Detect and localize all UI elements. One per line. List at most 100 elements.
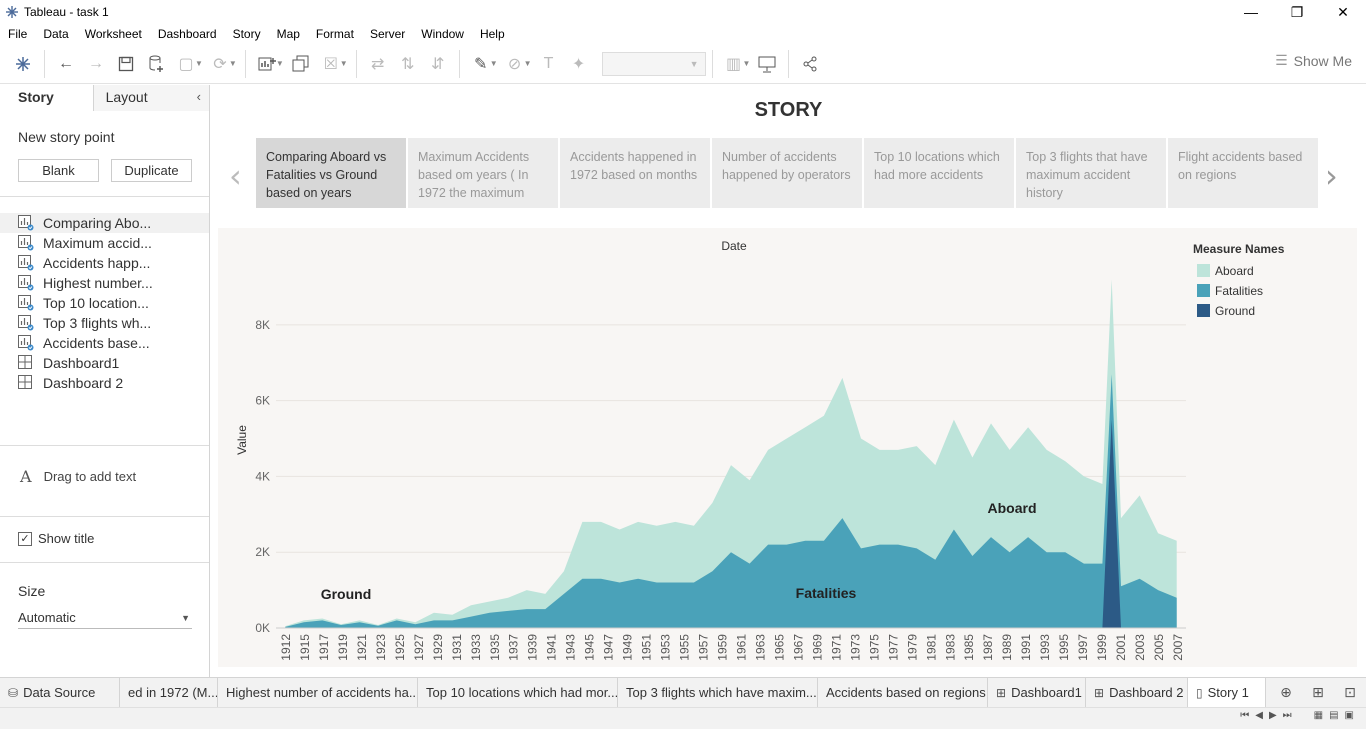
show-sheet-sorter-icon[interactable]: ▤ <box>1329 710 1339 721</box>
swap-rows-columns-icon[interactable]: ⇄ <box>370 55 385 73</box>
refresh-icon[interactable]: ⟳ <box>213 55 227 73</box>
story-sheet-item[interactable]: Comparing Abo... <box>0 213 209 233</box>
previous-sheet-icon[interactable]: ◀ <box>1255 710 1263 721</box>
share-icon[interactable] <box>795 49 825 79</box>
annotation-aboard[interactable]: Aboard <box>988 500 1037 516</box>
first-sheet-icon[interactable]: ⏮ <box>1240 710 1250 721</box>
story-point-tab[interactable]: Accidents happened in 1972 based on mont… <box>560 138 710 208</box>
story-sheet-item[interactable]: Accidents base... <box>0 333 209 353</box>
new-data-source-icon[interactable] <box>141 49 171 79</box>
clear-sheet-icon[interactable]: ☒ <box>323 55 338 73</box>
story-sheet-item[interactable]: Accidents happ... <box>0 253 209 273</box>
sheet-tab[interactable]: ⛁ Data Source <box>0 677 120 708</box>
x-tick-label: 1925 <box>393 634 407 661</box>
menu-map[interactable]: Map <box>276 27 300 41</box>
story-point-tab[interactable]: Flight accidents based on regions <box>1168 138 1318 208</box>
sort-ascending-icon[interactable]: ⇅ <box>400 55 415 73</box>
legend-item-label[interactable]: Ground <box>1215 304 1255 318</box>
menu-window[interactable]: Window <box>421 27 464 41</box>
tab-story[interactable]: Story <box>0 85 93 111</box>
show-me-button[interactable]: ☰ Show Me <box>1275 52 1352 69</box>
maximize-button[interactable]: ❐ <box>1290 3 1304 20</box>
undo-icon[interactable]: ← <box>58 54 74 72</box>
show-title-checkbox[interactable]: ✓ Show title <box>0 531 209 546</box>
story-point-tab[interactable]: Maximum Accidents based om years ( In 19… <box>408 138 558 208</box>
sheet-tab[interactable]: Accidents based on regions <box>818 677 988 708</box>
menu-story[interactable]: Story <box>232 27 261 41</box>
legend-item-label[interactable]: Fatalities <box>1215 284 1263 298</box>
x-tick-label: 1975 <box>867 634 881 661</box>
sheet-tab[interactable]: Top 10 locations which had mor... <box>418 677 618 708</box>
sheet-tab-label: Top 3 flights which have maxim... <box>626 684 817 700</box>
story-point-tab[interactable]: Top 3 flights that have maximum accident… <box>1016 138 1166 208</box>
menu-dashboard[interactable]: Dashboard <box>157 27 217 41</box>
sheet-tab[interactable]: Top 3 flights which have maxim... <box>618 677 818 708</box>
pause-updates-icon[interactable]: ▢ <box>178 55 194 73</box>
new-worksheet-icon[interactable] <box>252 49 282 79</box>
presentation-mode-icon[interactable] <box>752 49 782 79</box>
show-cards-icon[interactable]: ▥ <box>725 55 742 73</box>
story-left-pane: Story Layout ‹ New story point Blank Dup… <box>0 85 210 677</box>
save-icon[interactable] <box>111 49 141 79</box>
next-story-point-icon[interactable]: › <box>1325 157 1338 195</box>
legend-swatch[interactable] <box>1197 264 1210 277</box>
annotation-fatalities[interactable]: Fatalities <box>796 585 857 601</box>
sort-descending-icon[interactable]: ⇵ <box>430 55 445 73</box>
story-sheet-item[interactable]: Maximum accid... <box>0 233 209 253</box>
menu-file[interactable]: File <box>8 27 28 41</box>
show-mark-labels-icon[interactable]: T <box>543 54 554 72</box>
redo-icon[interactable]: → <box>88 54 104 72</box>
legend-swatch[interactable] <box>1197 304 1210 317</box>
story-point-tab[interactable]: Top 10 locations which had more accident… <box>864 138 1014 208</box>
story-point-tab[interactable]: Number of accidents happened by operator… <box>712 138 862 208</box>
sheet-tab[interactable]: ⊞ Dashboard1 <box>988 677 1086 708</box>
menu-worksheet[interactable]: Worksheet <box>84 27 142 41</box>
new-dashboard-icon[interactable]: ⊞ <box>1312 684 1324 700</box>
sheet-tab-label: Accidents based on regions <box>826 684 986 700</box>
sheet-tab[interactable]: ed in 1972 (M... <box>120 677 218 708</box>
sheet-tab[interactable]: ▯ Story 1 <box>1188 677 1266 708</box>
tab-layout[interactable]: Layout ‹ <box>92 85 209 111</box>
new-worksheet-icon[interactable]: ⊕ <box>1280 684 1292 700</box>
fit-dropdown[interactable]: ▼ <box>601 51 706 76</box>
story-point-tab[interactable]: Comparing Aboard vs Fatalities vs Ground… <box>256 138 406 208</box>
story-sheet-item[interactable]: Top 3 flights wh... <box>0 313 209 333</box>
legend-swatch[interactable] <box>1197 284 1210 297</box>
previous-story-point-icon[interactable]: ‹ <box>229 157 242 195</box>
menu-server[interactable]: Server <box>369 27 406 41</box>
story-sheet-item[interactable]: Highest number... <box>0 273 209 293</box>
new-story-icon[interactable]: ⊡ <box>1344 684 1356 700</box>
legend-item-label[interactable]: Aboard <box>1215 264 1254 278</box>
close-button[interactable]: ✕ <box>1337 3 1349 20</box>
annotation-ground[interactable]: Ground <box>321 586 372 602</box>
highlight-icon[interactable]: ✎ <box>473 55 488 73</box>
duplicate-button[interactable]: Duplicate <box>111 159 192 182</box>
legend-title: Measure Names <box>1193 242 1285 256</box>
x-tick-label: 1969 <box>810 634 824 661</box>
story-sheet-item[interactable]: Dashboard1 <box>0 353 209 373</box>
duplicate-sheet-icon[interactable] <box>286 49 316 79</box>
worksheet-icon <box>18 275 34 291</box>
blank-button[interactable]: Blank <box>18 159 99 182</box>
collapse-pane-icon[interactable]: ‹ <box>196 89 201 104</box>
x-tick-label: 1933 <box>469 634 483 661</box>
drag-to-add-text[interactable]: A Drag to add text <box>0 464 209 488</box>
show-filmstrip-icon[interactable]: ▦ <box>1313 710 1324 721</box>
sheet-tab[interactable]: Highest number of accidents ha... <box>218 677 418 708</box>
story-sheet-item[interactable]: Top 10 location... <box>0 293 209 313</box>
story-sheet-item[interactable]: Dashboard 2 <box>0 373 209 393</box>
menu-data[interactable]: Data <box>43 27 69 41</box>
last-sheet-icon[interactable]: ⏭ <box>1282 710 1292 721</box>
next-sheet-icon[interactable]: ▶ <box>1268 710 1277 721</box>
sheet-tab[interactable]: ⊞ Dashboard 2 <box>1086 677 1188 708</box>
tableau-home-icon[interactable] <box>8 49 38 79</box>
show-tabs-icon[interactable]: ▣ <box>1344 710 1354 721</box>
minimize-button[interactable]: — <box>1244 4 1258 20</box>
menu-format[interactable]: Format <box>315 27 354 41</box>
menu-help[interactable]: Help <box>479 27 505 41</box>
size-dropdown[interactable]: Automatic ▼ <box>18 607 192 629</box>
group-members-icon[interactable]: ⊘ <box>507 55 522 73</box>
fix-axes-icon[interactable]: ✦ <box>571 55 586 73</box>
area-series-fatalities[interactable] <box>285 374 1177 628</box>
area-chart[interactable]: 0K 2K 4K 6K 8K 1912 1915 1917 1919 1921 1923 1925 19… <box>218 228 1357 667</box>
